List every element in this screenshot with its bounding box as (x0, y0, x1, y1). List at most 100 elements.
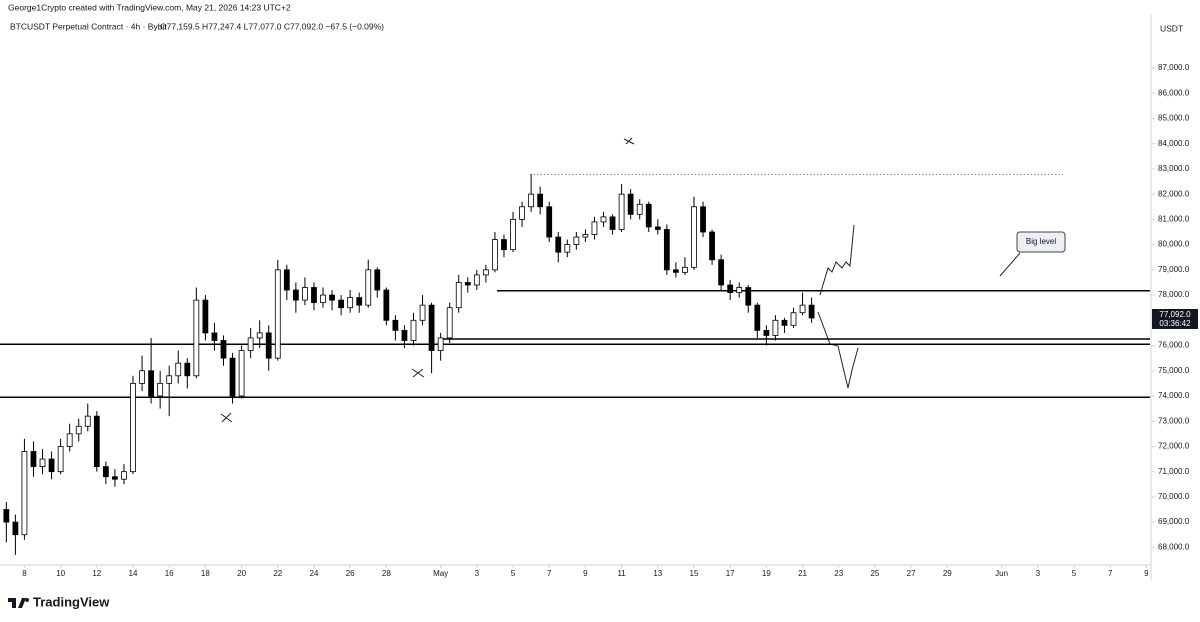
candle-body (745, 287, 752, 306)
candle-body (166, 375, 173, 384)
y-tick-label: 86,000.0 (1158, 88, 1190, 97)
candle-body (302, 287, 308, 301)
candle-body (808, 304, 815, 319)
candle-body (374, 269, 381, 291)
candle-body (338, 299, 344, 309)
x-tick-label: 19 (762, 569, 771, 578)
candle-body (329, 294, 335, 301)
x-tick-label: 27 (907, 569, 916, 578)
candle-body (618, 193, 625, 230)
candle-body (727, 284, 734, 293)
candle-body (30, 451, 37, 468)
ohlc: O77,159.5 H77,247.4 L77,077.0 C77,092.0 … (160, 21, 384, 31)
candle-body (682, 266, 688, 273)
candle-body (700, 206, 706, 233)
candle-body (537, 193, 544, 208)
x-tick-label: 7 (1108, 569, 1113, 578)
candle-body (663, 229, 670, 271)
logo-text: TradingView (33, 594, 110, 609)
candle-body (464, 282, 471, 286)
candle-body (437, 337, 444, 351)
last-price-box (1152, 308, 1198, 329)
x-tick-label: 11 (617, 569, 626, 578)
candle-body (121, 471, 127, 480)
candle-body (609, 216, 616, 230)
candle-body (238, 350, 245, 397)
x-tick-label: 28 (382, 569, 391, 578)
y-tick-label: 84,000.0 (1158, 139, 1190, 148)
x-tick-label: 5 (1072, 569, 1077, 578)
candle-body (763, 329, 770, 336)
candle-body (691, 206, 697, 268)
y-tick-label: 79,000.0 (1158, 265, 1190, 274)
x-tick-label: 10 (56, 569, 65, 578)
candle-body (292, 289, 299, 301)
callout-pointer (999, 252, 1021, 277)
x-tick-label: 24 (310, 569, 319, 578)
candle-body (573, 236, 580, 246)
candle-body (265, 332, 272, 359)
y-tick-label: 75,000.0 (1158, 366, 1190, 375)
candle-body (247, 337, 254, 351)
candle-body (790, 312, 797, 326)
x-tick-label: 15 (690, 569, 699, 578)
candle-body (102, 466, 109, 478)
candle-body (799, 304, 806, 314)
symbol: BTCUSDT Perpetual Contract · 4h · Bybit (10, 21, 167, 31)
candle-body (582, 234, 589, 238)
candle-body (410, 319, 417, 341)
candle-body (202, 299, 209, 334)
candle-body (75, 425, 82, 435)
callout-box (1016, 231, 1066, 253)
candle-body (66, 433, 73, 447)
candle-body (501, 239, 507, 251)
candle-body (636, 203, 643, 215)
candle-body (93, 415, 100, 468)
countdown: 03:36:42 (1159, 319, 1191, 328)
candle-body (112, 476, 118, 480)
candle-body (12, 521, 19, 536)
x-tick-label: 21 (798, 569, 807, 578)
y-tick-label: 83,000.0 (1158, 164, 1190, 173)
x-tick-label: 23 (834, 569, 843, 578)
x-tick-label: 9 (583, 569, 588, 578)
candle-body (709, 231, 715, 261)
x-mark (411, 368, 425, 378)
currency: USDT (1160, 23, 1183, 33)
candle-body (157, 382, 164, 397)
candle-body (519, 206, 525, 220)
y-tick-label: 70,000.0 (1158, 492, 1190, 501)
y-tick-label: 72,000.0 (1158, 442, 1190, 451)
candle-body (446, 307, 453, 339)
candle-body (130, 382, 136, 473)
candle-body (283, 269, 290, 291)
x-tick-label: 29 (943, 569, 952, 578)
y-tick-label: 76,000.0 (1158, 341, 1190, 350)
x-mark (220, 412, 233, 423)
projection-up (819, 224, 855, 296)
candle-body (39, 458, 46, 468)
x-tick-label: 26 (346, 569, 355, 578)
y-tick-label: 81,000.0 (1158, 214, 1190, 223)
candle-body (320, 294, 326, 304)
candle-body (781, 319, 788, 326)
candle-body (229, 357, 236, 397)
candle-body (754, 304, 761, 331)
last-price-label: 77,092.0 (1159, 310, 1191, 319)
candle-body (718, 259, 725, 286)
y-tick-label: 71,000.0 (1158, 467, 1190, 476)
candle-body (365, 269, 372, 306)
candle-body (220, 340, 227, 359)
candle-body (392, 319, 399, 331)
x-mark (623, 137, 635, 145)
candle-body (184, 362, 191, 377)
candle-body (148, 370, 154, 397)
y-tick-label: 87,000.0 (1158, 63, 1190, 72)
x-tick-label: 3 (1036, 569, 1041, 578)
annotation: Big level (1026, 237, 1056, 246)
x-tick-label: May (433, 569, 448, 578)
candle-body (311, 287, 317, 304)
x-tick-label: Jun (995, 569, 1008, 578)
drawings (220, 137, 1066, 423)
